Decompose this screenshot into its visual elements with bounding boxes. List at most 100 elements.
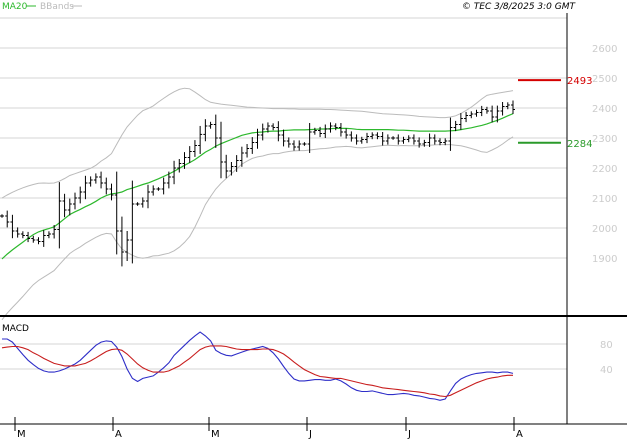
- price-bar-46: [239, 146, 244, 167]
- price-bar-92: [479, 105, 484, 117]
- bb-lower-line: [1, 136, 514, 321]
- price-bar-12: [62, 193, 67, 218]
- y-tick-1900: 1900: [592, 254, 617, 265]
- price-bar-73: [380, 132, 385, 146]
- price-bar-25: [130, 180, 135, 264]
- price-bar-23: [119, 216, 124, 267]
- price-bar-62: [323, 124, 328, 138]
- price-bar-81: [422, 139, 427, 147]
- price-bar-4: [20, 231, 25, 239]
- price-bar-75: [391, 136, 396, 140]
- price-bar-8: [41, 230, 46, 247]
- price-bar-82: [427, 133, 432, 147]
- x-label-5: A: [516, 429, 523, 440]
- price-bar-29: [151, 185, 156, 196]
- macd-series-macd: [2, 331, 514, 401]
- price-bar-34: [177, 159, 182, 173]
- price-bar-40: [208, 121, 213, 129]
- price-bar-63: [328, 122, 333, 133]
- price-bar-74: [385, 134, 390, 145]
- support-label: 2284: [567, 139, 592, 150]
- source-label: © TEC 3/8/2025 3:0 GMT: [462, 2, 577, 12]
- price-bar-2: [10, 214, 15, 239]
- price-bar-79: [411, 134, 416, 145]
- price-bar-49: [255, 128, 260, 149]
- price-bar-14: [73, 192, 77, 210]
- price-bar-45: [234, 155, 239, 172]
- price-bar-50: [260, 123, 265, 141]
- y-tick-2200: 2200: [592, 164, 617, 175]
- price-bar-72: [375, 132, 380, 140]
- price-bar-30: [156, 187, 161, 191]
- price-bar-39: [203, 119, 208, 142]
- price-bar-71: [370, 132, 375, 140]
- price-bar-9: [46, 231, 51, 239]
- price-series: [0, 87, 515, 321]
- price-bar-88: [458, 113, 463, 130]
- price-bar-20: [104, 177, 109, 195]
- macd-series-signal: [1, 345, 513, 398]
- price-bar-43: [224, 154, 229, 179]
- price-y-axis: 1900 2000 2100 2200 2300 2400 2500 2600: [592, 44, 617, 265]
- price-bar-44: [229, 162, 234, 176]
- price-bar-57: [297, 140, 302, 151]
- price-bar-93: [484, 106, 489, 114]
- price-bar-24: [125, 231, 130, 261]
- price-bar-84: [438, 138, 442, 146]
- price-bar-48: [250, 137, 255, 154]
- y-tick-2300: 2300: [592, 134, 617, 145]
- macd-y-axis: 40 80: [600, 340, 613, 376]
- price-bar-90: [469, 111, 474, 119]
- price-bar-18: [93, 173, 98, 184]
- bb-upper-line: [1, 87, 514, 199]
- price-bar-36: [187, 146, 192, 163]
- price-bar-52: [271, 123, 276, 131]
- price-bar-91: [474, 109, 479, 117]
- price-bar-67: [349, 131, 354, 142]
- price-bar-22: [114, 171, 119, 255]
- x-label-1: A: [115, 429, 122, 440]
- x-label-3: J: [308, 429, 312, 440]
- macd-label: MACD: [2, 324, 29, 334]
- price-bar-1: [5, 210, 10, 228]
- price-bar-55: [286, 137, 291, 148]
- price-bar-98: [511, 100, 515, 114]
- price-bar-3: [15, 227, 20, 238]
- price-bar-15: [78, 186, 83, 204]
- price-bar-0: [0, 214, 4, 218]
- price-bar-17: [88, 176, 93, 187]
- price-bar-35: [182, 152, 187, 169]
- price-bar-13: [67, 198, 72, 216]
- price-bar-41: [213, 114, 218, 148]
- price-bar-21: [109, 183, 114, 201]
- price-bar-95: [495, 105, 500, 123]
- resistance-label: 2493: [567, 76, 592, 87]
- chart-frames: [0, 13, 627, 425]
- price-bar-59: [307, 123, 312, 153]
- price-bar-65: [338, 123, 343, 137]
- price-bar-28: [146, 184, 150, 209]
- price-bar-53: [276, 121, 281, 142]
- price-bar-94: [490, 105, 495, 123]
- price-bar-96: [500, 102, 505, 116]
- legend-ma20: MA20: [2, 2, 28, 12]
- price-bar-54: [281, 129, 286, 147]
- price-bar-76: [396, 134, 401, 145]
- price-bar-51: [265, 122, 270, 133]
- price-bar-38: [198, 125, 203, 154]
- price-bar-7: [36, 237, 41, 245]
- price-bar-19: [99, 171, 104, 189]
- x-label-0: M: [17, 429, 26, 440]
- price-bar-97: [505, 102, 510, 110]
- y-tick-2100: 2100: [592, 194, 617, 205]
- price-bar-66: [344, 128, 349, 139]
- price-bar-68: [354, 134, 359, 145]
- price-bar-83: [432, 134, 437, 145]
- price-bar-78: [406, 135, 411, 143]
- price-bar-69: [359, 136, 364, 144]
- y-tick-2600: 2600: [592, 44, 617, 55]
- price-bar-87: [453, 120, 458, 132]
